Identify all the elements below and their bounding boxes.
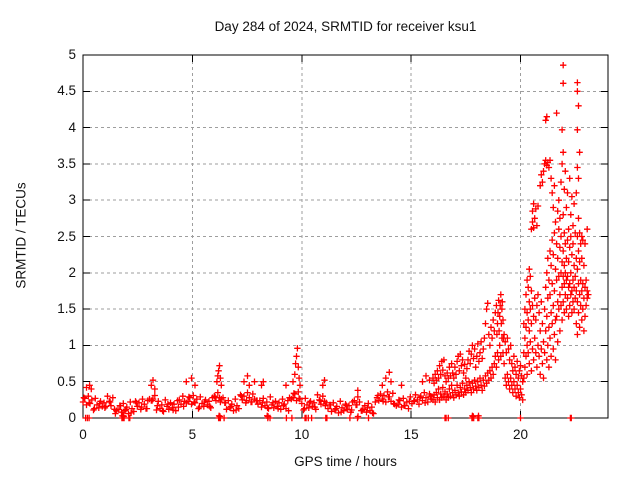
chart-title: Day 284 of 2024, SRMTID for receiver ksu… <box>214 19 477 34</box>
y-tick-label: 3 <box>68 192 76 208</box>
x-tick-label: 10 <box>294 427 310 442</box>
y-tick-label: 2 <box>68 264 76 280</box>
x-tick-label: 5 <box>188 427 197 442</box>
y-tick-label: 4 <box>68 119 76 135</box>
y-tick-label: 0.5 <box>57 373 76 389</box>
y-tick-label: 1.5 <box>57 301 76 317</box>
y-tick-label: 0 <box>68 410 76 425</box>
y-tick-label: 5 <box>68 47 76 62</box>
x-tick-label: 20 <box>512 427 529 442</box>
gridlines <box>83 55 608 418</box>
scatter-points <box>79 62 592 422</box>
x-tick-label: 15 <box>403 427 419 442</box>
y-tick-label: 4.5 <box>57 83 76 99</box>
y-tick-label: 3.5 <box>57 155 76 171</box>
x-tick-label: 0 <box>79 427 87 442</box>
x-axis-label: GPS time / hours <box>294 454 397 469</box>
y-tick-label: 1 <box>68 337 76 353</box>
y-tick-label: 2.5 <box>57 228 76 244</box>
